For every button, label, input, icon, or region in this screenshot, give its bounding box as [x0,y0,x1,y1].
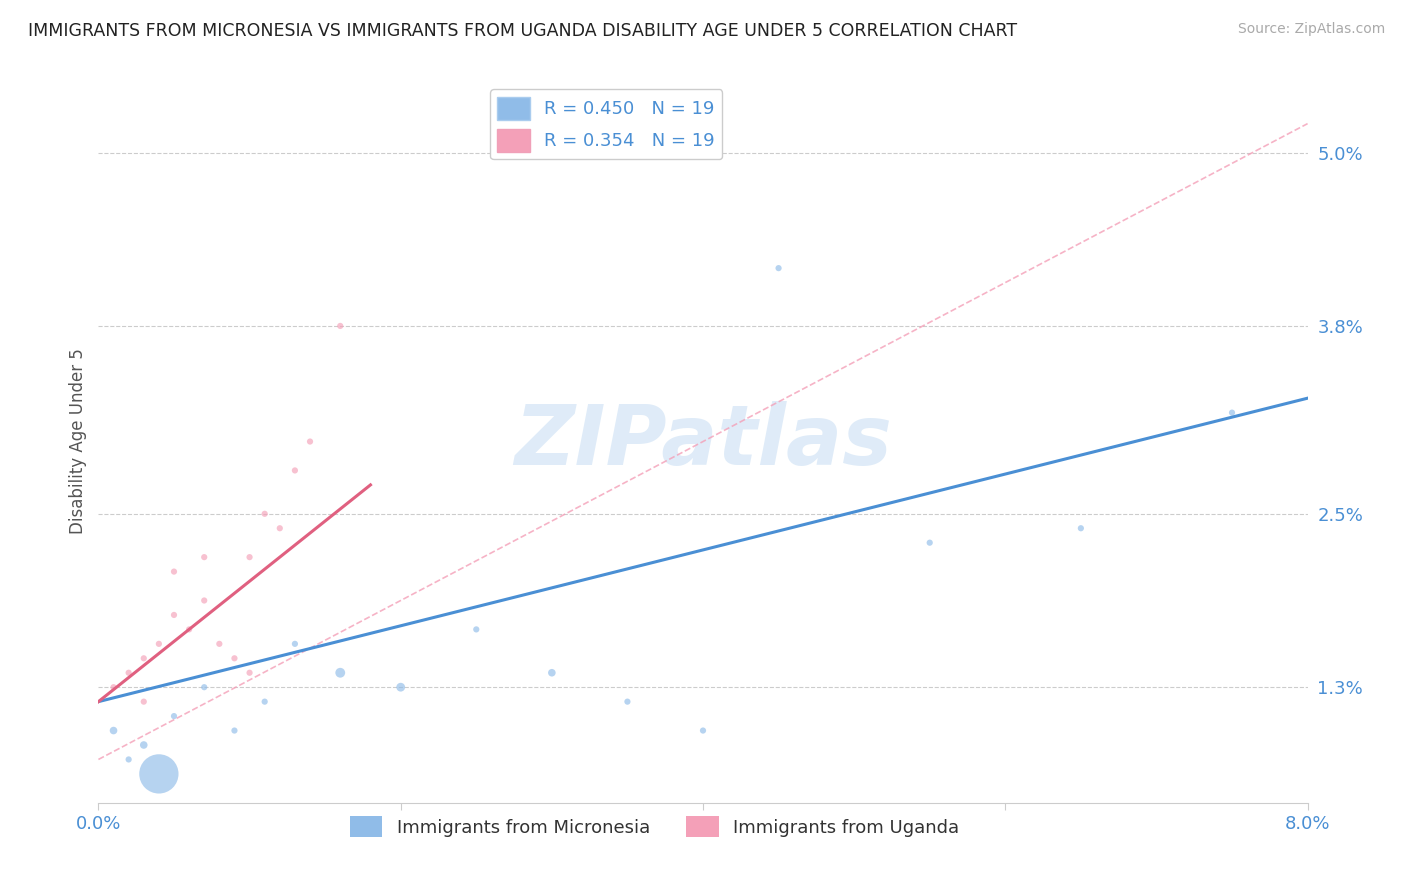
Point [284,637,307,651]
Text: IMMIGRANTS FROM MICRONESIA VS IMMIGRANTS FROM UGANDA DISABILITY AGE UNDER 5 CORR: IMMIGRANTS FROM MICRONESIA VS IMMIGRANTS… [28,22,1018,40]
Point [193,593,215,607]
Y-axis label: Disability Age Under 5: Disability Age Under 5 [69,349,87,534]
Point [1220,406,1243,420]
Text: ZIPatlas: ZIPatlas [515,401,891,482]
Point [148,767,170,781]
Point [132,738,155,752]
Point [465,623,488,637]
Point [1070,521,1092,535]
Point [148,637,170,651]
Point [224,723,246,738]
Point [118,752,141,766]
Point [269,521,291,535]
Point [692,723,714,738]
Point [103,723,125,738]
Point [389,680,412,694]
Point [179,623,201,637]
Point [103,680,125,694]
Point [163,709,186,723]
Point [329,665,352,680]
Point [284,463,307,477]
Point [132,695,155,709]
Point [193,550,215,565]
Point [253,695,276,709]
Legend: Immigrants from Micronesia, Immigrants from Uganda: Immigrants from Micronesia, Immigrants f… [343,809,966,845]
Point [299,434,322,449]
Point [768,261,790,276]
Point [224,651,246,665]
Point [208,637,231,651]
Point [132,651,155,665]
Point [329,318,352,333]
Point [163,607,186,622]
Point [193,680,215,694]
Point [239,665,262,680]
Point [163,565,186,579]
Point [918,535,941,549]
Point [118,665,141,680]
Point [253,507,276,521]
Point [616,695,638,709]
Point [540,665,562,680]
Point [239,550,262,565]
Text: Source: ZipAtlas.com: Source: ZipAtlas.com [1237,22,1385,37]
